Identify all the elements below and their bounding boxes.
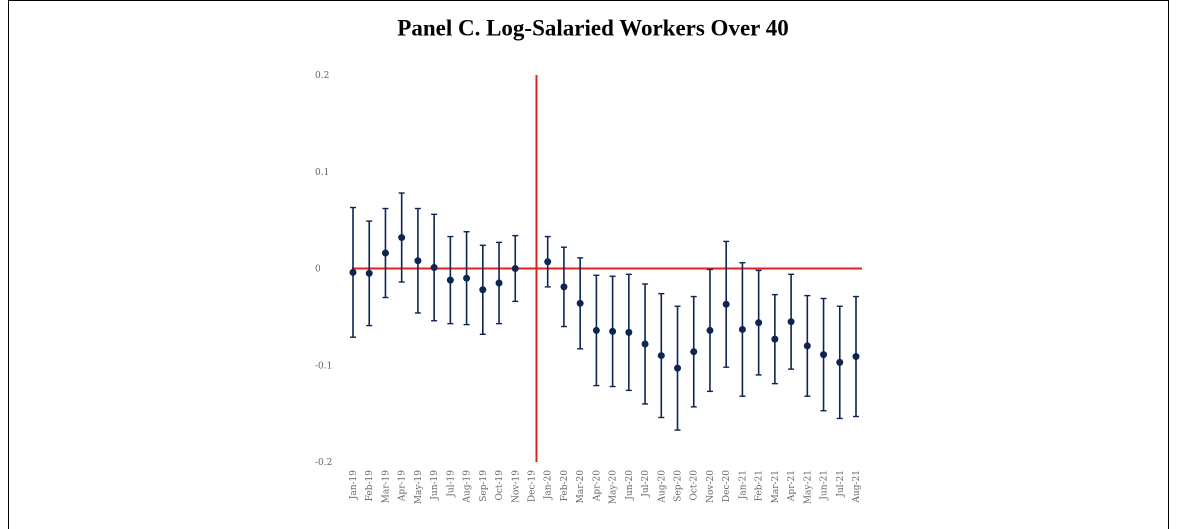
point <box>414 257 422 265</box>
x-tick-label: Jan-19 <box>349 470 359 501</box>
point <box>625 328 633 336</box>
y-tick-label: -0.2 <box>315 458 332 468</box>
x-tick-label: Jul-19 <box>446 470 456 498</box>
chart-title: Panel C. Log-Salaried Workers Over 40 <box>397 15 788 40</box>
point <box>836 358 844 366</box>
x-tick-label: Dec-20 <box>722 470 732 502</box>
y-tick-label: 0 <box>315 265 321 275</box>
point <box>495 279 503 287</box>
point <box>771 335 779 343</box>
x-tick-label: Jun-20 <box>625 470 635 501</box>
x-tick-label: Jul-21 <box>836 470 846 498</box>
x-tick-label: Jan-21 <box>738 470 748 500</box>
x-tick-label: Jun-19 <box>430 470 440 501</box>
point <box>560 283 568 291</box>
y-tick-label: 0.2 <box>315 71 329 81</box>
point <box>576 299 584 307</box>
point <box>430 264 438 272</box>
point <box>381 249 389 257</box>
x-tick-label: Apr-21 <box>787 470 797 502</box>
point <box>463 274 471 282</box>
x-tick-label: Feb-19 <box>365 470 375 502</box>
x-tick-label: Sep-19 <box>479 470 489 502</box>
point <box>755 319 763 327</box>
point <box>803 342 811 350</box>
point <box>722 300 730 308</box>
x-tick-label: Nov-20 <box>706 470 716 503</box>
x-tick-label: Jan-20 <box>544 470 554 501</box>
x-tick-label: Mar-21 <box>771 470 781 503</box>
point <box>511 265 519 272</box>
x-tick-label: Oct-20 <box>690 470 700 501</box>
x-tick-label: Apr-19 <box>398 470 408 502</box>
point <box>787 318 795 326</box>
point <box>641 340 649 348</box>
x-tick-label: Mar-20 <box>576 470 586 504</box>
x-tick-label: Aug-21 <box>852 470 862 504</box>
x-tick-label: Jul-20 <box>641 470 651 498</box>
point <box>852 353 860 361</box>
point <box>479 286 487 294</box>
point <box>446 276 454 284</box>
point <box>657 352 665 360</box>
x-tick-label: Feb-20 <box>560 470 570 502</box>
point <box>592 326 600 334</box>
point <box>690 348 698 356</box>
point <box>544 258 552 266</box>
x-tick-label: Mar-19 <box>381 470 391 504</box>
frame-border <box>8 0 1169 529</box>
point <box>398 234 406 242</box>
x-tick-label: Dec-19 <box>527 470 537 502</box>
x-tick-label: Oct-19 <box>495 470 505 501</box>
x-tick-label: Nov-19 <box>511 470 521 503</box>
y-tick-label: 0.1 <box>315 168 329 178</box>
x-tick-label: May-20 <box>609 470 619 504</box>
x-tick-label: Jun-21 <box>820 470 830 501</box>
point <box>609 327 617 335</box>
point <box>738 325 746 333</box>
x-tick-label: Aug-20 <box>657 470 667 504</box>
x-tick-label: May-19 <box>414 470 424 504</box>
x-tick-label: May-21 <box>803 470 813 504</box>
point <box>365 269 373 277</box>
point <box>820 351 828 359</box>
x-tick-label: Aug-19 <box>463 470 473 504</box>
point <box>349 268 357 276</box>
y-tick-label: -0.1 <box>315 361 332 371</box>
point <box>674 364 682 372</box>
x-tick-label: Sep-20 <box>674 470 684 502</box>
x-tick-label: Feb-21 <box>755 470 765 501</box>
point <box>706 326 714 334</box>
x-tick-label: Apr-20 <box>592 470 602 502</box>
